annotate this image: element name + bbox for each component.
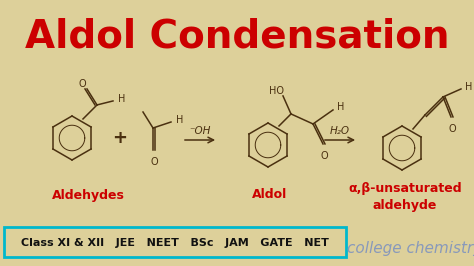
Text: H: H — [337, 102, 345, 112]
Text: O: O — [448, 124, 456, 134]
Text: Aldehydes: Aldehydes — [52, 189, 125, 202]
Text: H₂O: H₂O — [330, 126, 350, 136]
Text: H: H — [118, 94, 126, 104]
Text: α,β-unsaturated
aldehyde: α,β-unsaturated aldehyde — [348, 182, 462, 212]
Text: H: H — [465, 82, 473, 92]
Text: HO: HO — [270, 86, 284, 96]
Text: college chemistry: college chemistry — [347, 240, 474, 256]
Text: Aldol: Aldol — [252, 189, 288, 202]
Text: +: + — [112, 129, 128, 147]
Text: H: H — [176, 115, 183, 125]
Text: O: O — [150, 157, 158, 167]
Text: O: O — [78, 79, 86, 89]
Text: O: O — [320, 151, 328, 161]
Text: ⁻OH: ⁻OH — [189, 126, 210, 136]
Text: Class XI & XII   JEE   NEET   BSc   JAM   GATE   NET: Class XI & XII JEE NEET BSc JAM GATE NET — [21, 238, 329, 248]
Text: Aldol Condensation: Aldol Condensation — [25, 18, 449, 56]
